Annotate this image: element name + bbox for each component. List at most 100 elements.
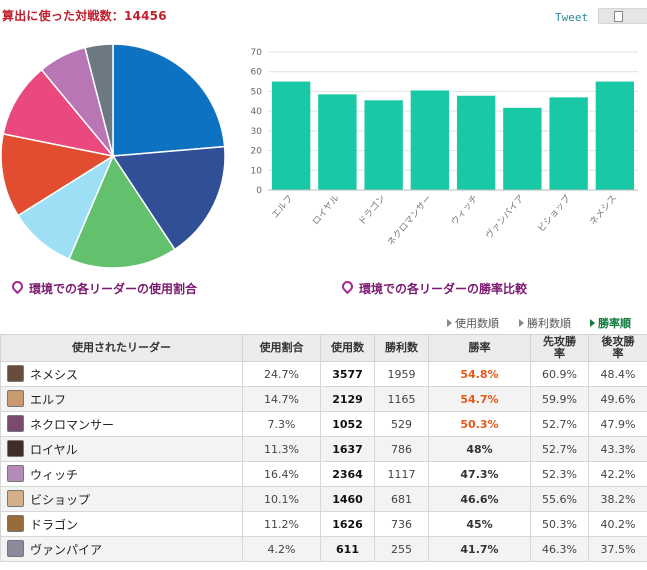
second-winrate-cell: 49.6% [588,386,647,412]
col-leader[interactable]: 使用されたリーダー [0,334,243,362]
table-row: ヴァンパイア 4.2% 611 255 41.7% 46.3% 37.5% [0,536,647,562]
share-cell: 4.2% [242,536,321,562]
sort-by-winrate[interactable]: 勝率順 [590,315,631,331]
leader-cell[interactable]: エルフ [0,386,243,412]
col-share[interactable]: 使用割合 [242,334,321,362]
second-winrate-cell: 43.3% [588,436,647,462]
triangle-right-icon [447,319,452,327]
share-cell: 10.1% [242,486,321,512]
share-cell: 24.7% [242,361,321,387]
sort-label: 勝率順 [598,317,631,330]
bar-caption-text: 環境での各リーダーの勝率比較 [359,282,528,296]
second-winrate-cell: 38.2% [588,486,647,512]
leader-cell[interactable]: ロイヤル [0,436,243,462]
pie-caption-text: 環境での各リーダーの使用割合 [29,282,198,296]
share-cell: 11.3% [242,436,321,462]
leader-avatar [7,365,24,382]
triangle-right-icon [590,319,595,327]
sort-by-usage[interactable]: 使用数順 [447,315,499,331]
leader-cell[interactable]: ネメシス [0,361,243,387]
second-winrate-cell: 48.4% [588,361,647,387]
bar-8 [595,81,635,190]
leader-avatar [7,540,24,557]
x-tick-label: ロイヤル [311,194,342,228]
share-button[interactable] [598,8,647,24]
share-cell: 11.2% [242,511,321,537]
share-cell: 14.7% [242,386,321,412]
second-winrate-cell: 37.5% [588,536,647,562]
first-winrate-cell: 59.9% [530,386,589,412]
leader-avatar [7,440,24,457]
wins-cell: 786 [374,436,429,462]
leader-avatar [7,490,24,507]
winrate-cell: 41.7% [428,536,531,562]
y-tick-label: 70 [251,48,263,58]
count-cell: 1637 [320,436,375,462]
x-tick-label: ドラゴン [356,192,388,227]
winrate-cell: 50.3% [428,411,531,437]
col-wins[interactable]: 勝利数 [374,334,429,362]
x-tick-label: ネクロマンサー [385,193,434,248]
leader-stats-table: 使用されたリーダー 使用割合 使用数 勝利数 勝率 先攻勝 率 後攻勝 率 ネメ… [0,334,647,562]
wins-cell: 529 [374,411,429,437]
first-winrate-cell: 50.3% [530,511,589,537]
bar-4 [410,90,450,190]
y-tick-label: 0 [256,186,262,196]
pie-slice-2 [111,145,226,251]
pie-slice-8 [84,43,114,157]
document-icon [614,11,623,22]
pie-slice-1 [112,43,226,157]
pie-slice-5 [0,133,115,217]
col-first-winrate[interactable]: 先攻勝 率 [530,334,589,362]
leader-cell[interactable]: ヴァンパイア [0,536,243,562]
count-cell: 1460 [320,486,375,512]
bar-3 [364,100,403,190]
first-winrate-cell: 52.3% [530,461,589,487]
pie-slice-6 [2,68,115,158]
first-winrate-cell: 52.7% [530,411,589,437]
col-second-winrate[interactable]: 後攻勝 率 [588,334,647,362]
leader-name: ドラゴン [30,518,79,532]
table-row: ロイヤル 11.3% 1637 786 48% 52.7% 43.3% [0,436,647,462]
sort-label: 勝利数順 [527,317,571,330]
bar-2 [318,94,357,190]
table-row: ネメシス 24.7% 3577 1959 54.8% 60.9% 48.4% [0,361,647,387]
table-row: ビショップ 10.1% 1460 681 46.6% 55.6% 38.2% [0,486,647,512]
usage-pie-chart [0,43,226,269]
first-winrate-cell: 52.7% [530,436,589,462]
wins-cell: 681 [374,486,429,512]
y-tick-label: 40 [251,107,263,117]
location-pin-icon [9,278,26,295]
bar-caption: 環境での各リーダーの勝率比較 [339,278,528,297]
col-count[interactable]: 使用数 [320,334,375,362]
winrate-cell: 48% [428,436,531,462]
sort-by-wins[interactable]: 勝利数順 [519,315,571,331]
leader-cell[interactable]: ドラゴン [0,511,243,537]
col-winrate[interactable]: 勝率 [428,334,531,362]
bar-6 [503,107,542,190]
leader-cell[interactable]: ネクロマンサー [0,411,243,437]
winrate-cell: 47.3% [428,461,531,487]
y-tick-label: 60 [251,68,263,78]
table-row: ドラゴン 11.2% 1626 736 45% 50.3% 40.2% [0,511,647,537]
tweet-link[interactable]: Tweet [555,11,589,24]
header-bar: 算出に使った対戦数：14456 Tweet [0,0,647,30]
winrate-cell: 54.8% [428,361,531,387]
count-cell: 1052 [320,411,375,437]
wins-cell: 736 [374,511,429,537]
x-tick-label: ビショップ [536,193,573,235]
second-winrate-cell: 47.9% [588,411,647,437]
leader-name: ヴァンパイア [30,543,103,557]
share-cell: 16.4% [242,461,321,487]
pie-slice-3 [68,154,176,269]
leader-cell[interactable]: ウィッチ [0,461,243,487]
leader-name: ウィッチ [30,468,79,482]
first-winrate-cell: 55.6% [530,486,589,512]
leader-avatar [7,515,24,532]
second-winrate-cell: 40.2% [588,511,647,537]
sort-label: 使用数順 [455,317,499,330]
count-cell: 1626 [320,511,375,537]
count-cell: 3577 [320,361,375,387]
leader-cell[interactable]: ビショップ [0,486,243,512]
